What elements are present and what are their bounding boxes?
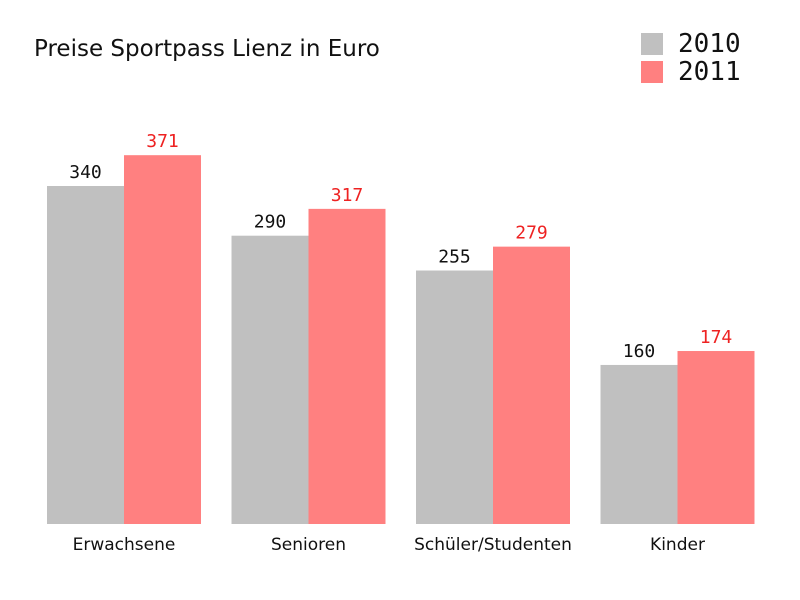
category-label-erwachsene: Erwachsene	[73, 535, 176, 555]
chart-title: Preise Sportpass Lienz in Euro	[34, 36, 380, 62]
legend-label-2011: 2011	[678, 57, 741, 87]
category-label-senioren: Senioren	[271, 535, 346, 555]
bar-kinder-2011	[677, 351, 755, 524]
value-label-kinder-2010: 160	[623, 341, 656, 362]
legend-label-2010: 2010	[678, 29, 741, 59]
bar-erwachsene-2010	[47, 186, 124, 524]
value-label-kinder-2011: 174	[700, 327, 733, 348]
bar-senioren-2011	[308, 208, 386, 525]
category-labels-layer: Erwachsene Senioren Schüler/Studenten Kinde…	[73, 535, 705, 555]
legend-swatch-2010	[641, 33, 663, 55]
bar-senioren-2010	[231, 235, 309, 525]
value-labels-layer: 340 371 290 317 255 279 160 174	[69, 131, 732, 362]
bars-layer	[47, 155, 755, 525]
value-label-senioren-2010: 290	[254, 212, 287, 233]
bar-erwachsene-2011	[124, 155, 201, 524]
value-label-senioren-2011: 317	[331, 185, 364, 206]
value-label-erwachsene-2010: 340	[69, 162, 102, 183]
value-label-sch-ler-studenten-2011: 279	[515, 223, 548, 244]
value-label-erwachsene-2011: 371	[146, 131, 179, 152]
legend: 2010 2011	[641, 29, 741, 87]
bar-sch-ler-studenten-2010	[416, 270, 493, 524]
category-label-kinder: Kinder	[650, 535, 705, 555]
category-label-sch-ler-studenten: Schüler/Studenten	[414, 535, 572, 555]
bar-kinder-2010	[600, 364, 678, 524]
bar-sch-ler-studenten-2011	[493, 246, 570, 524]
value-label-sch-ler-studenten-2010: 255	[438, 247, 471, 268]
legend-swatch-2011	[641, 61, 663, 83]
